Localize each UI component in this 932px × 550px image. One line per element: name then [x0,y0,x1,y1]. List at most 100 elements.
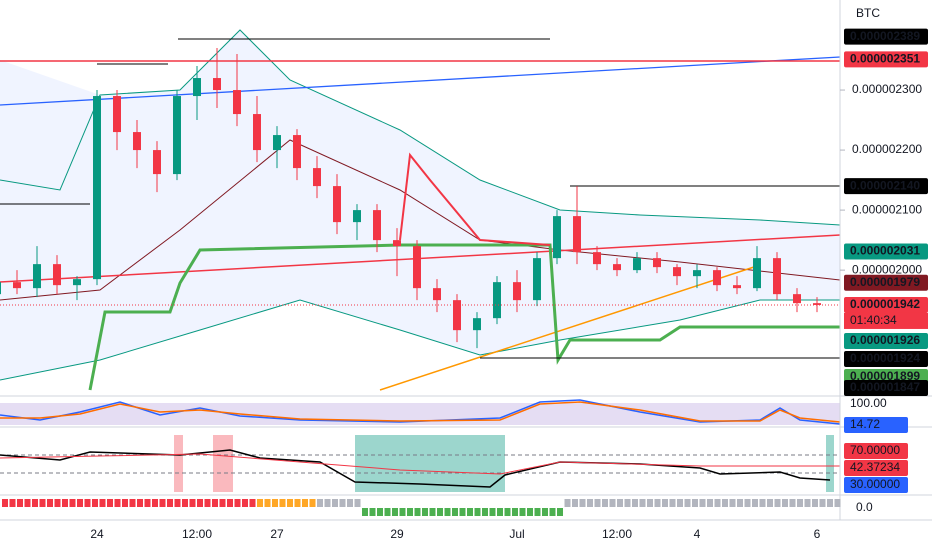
y-tick-label: 0.000002100 [852,202,922,216]
candle-body [0,282,1,295]
candle-body [553,216,561,259]
candle-body [773,258,781,295]
histogram-cell [227,499,233,507]
histogram-cell [549,508,556,516]
histogram-cell [542,508,548,516]
histogram-cell [332,499,338,507]
candle-body [133,132,141,151]
histogram-cell [399,508,406,516]
histogram-cell [609,499,616,507]
histogram-cell [32,499,38,507]
histogram-cell [354,499,361,507]
x-tick-label: Jul [509,527,524,541]
price-tag-label: 0.000002140 [850,178,920,192]
price-tag-label: 0.000001926 [850,333,920,347]
histogram-cell [662,499,668,507]
price-tag-label: 0.000001847 [850,380,920,394]
histogram-cell [699,499,706,507]
histogram-cell [437,508,443,516]
histogram-cell [392,508,398,516]
histogram-cell [264,499,271,507]
histogram-cell [564,499,571,507]
histogram-cell [707,499,713,507]
histogram-cell [24,499,31,507]
histogram-cell [144,499,151,507]
price-tag [844,350,928,367]
histogram-cell [302,499,308,507]
histogram-cell [77,499,83,507]
candle-body [353,210,361,223]
candle-body [813,303,821,305]
pane-label: 70.00000 [850,443,900,457]
histogram-cell [159,499,166,507]
candle-body [713,270,721,286]
histogram-cell [632,499,638,507]
histogram-cell [377,508,383,516]
candle-body [373,210,381,241]
candle-body [533,258,541,301]
candle-body [213,78,221,91]
histogram-cell [834,499,841,507]
basis-line [0,139,841,301]
histogram-cell [257,499,263,507]
histogram-cell [317,499,323,507]
candle-body [113,96,121,133]
candle-body [513,282,521,301]
histogram-cell [204,499,211,507]
histogram-cell [504,508,511,516]
stop-line [399,152,551,246]
candle-body [473,318,481,331]
candle-body [793,294,801,304]
histogram-cell [519,508,526,516]
candle-body [593,252,601,265]
histogram-cell [444,508,451,516]
histogram-cell [182,499,188,507]
histogram-cell [482,508,488,516]
histogram-cell [362,508,368,516]
histogram-cell [152,499,158,507]
candle-body [613,264,621,271]
histogram-cell [714,499,721,507]
candle-body [73,279,81,286]
rsi-ma [0,453,840,475]
candle-body [633,258,641,271]
candle-body [173,96,181,175]
price-tag-label: 0.000002389 [850,29,920,43]
histogram-cell [294,499,301,507]
histogram-cell [452,508,458,516]
rsi-highlight [174,435,183,492]
histogram-cell [122,499,128,507]
histogram-cell [47,499,53,507]
candle-body [333,186,341,223]
candle-body [253,114,261,151]
histogram-cell [92,499,98,507]
histogram-cell [242,499,248,507]
countdown-tag [844,312,928,329]
histogram-cell [819,499,826,507]
histogram-cell [737,499,743,507]
price-tag-label: 0.000001924 [850,351,920,365]
candle-body [653,258,661,268]
histogram-cell [512,508,518,516]
histogram-cell [39,499,46,507]
histogram-cell [114,499,121,507]
histogram-cell [579,499,586,507]
histogram-cell [369,508,376,516]
x-tick-label: 6 [814,527,821,541]
stoch-d [0,401,841,423]
histogram-cell [167,499,173,507]
histogram-cell [692,499,698,507]
histogram-cell [62,499,68,507]
candle-body [53,264,61,286]
histogram-cell [782,499,788,507]
histogram-cell [429,508,436,516]
candle-body [193,78,201,97]
countdown: 01:40:34 [850,313,897,327]
candle-body [433,288,441,301]
histogram-cell [827,499,833,507]
histogram-cell [557,508,563,516]
price-tag-label: 0.000001979 [850,275,920,289]
price-tag [844,380,928,396]
price-tag-label: 0.000002031 [850,244,920,258]
